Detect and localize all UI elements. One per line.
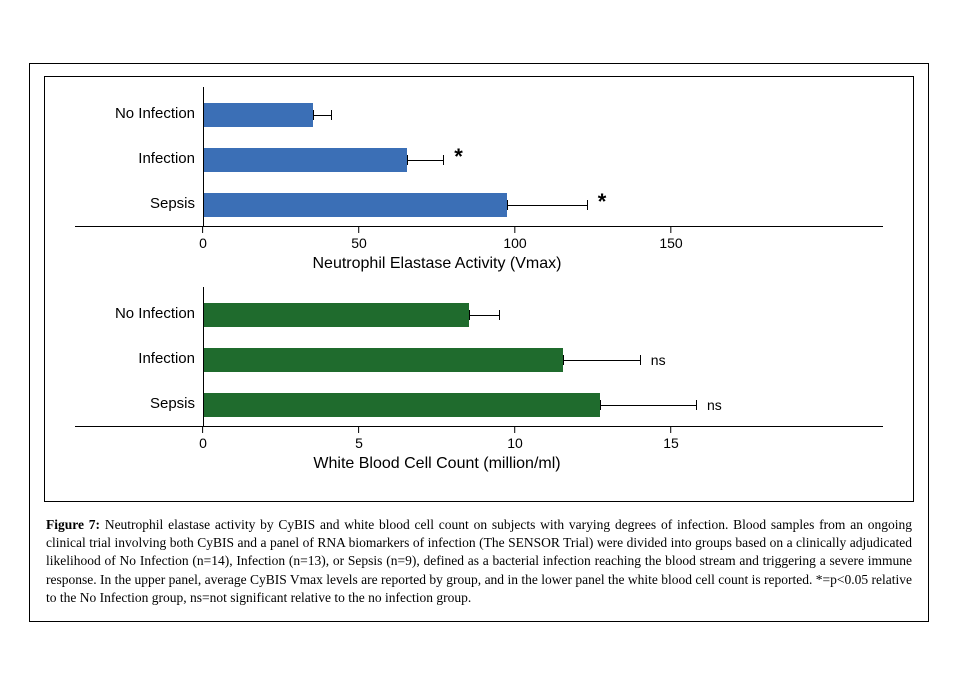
axis-tick-label: 100 bbox=[503, 235, 526, 251]
figure-caption: Figure 7: Neutrophil elastase activity b… bbox=[44, 512, 914, 609]
caption-text: Neutrophil elastase activity by CyBIS an… bbox=[46, 517, 912, 605]
bar bbox=[204, 303, 469, 327]
category-label: Sepsis bbox=[75, 195, 203, 212]
axis-tick: 15 bbox=[663, 427, 679, 451]
bar bbox=[204, 393, 600, 417]
x-axis-ticks-bottom: 051015 bbox=[203, 427, 671, 453]
error-bar bbox=[313, 115, 332, 116]
axis-tick: 50 bbox=[351, 227, 367, 251]
axis-tick-label: 0 bbox=[199, 435, 207, 451]
error-bar bbox=[600, 405, 697, 406]
wbc-chart: nsns No InfectionInfectionSepsis 051015 … bbox=[75, 287, 883, 473]
x-axis-ticks-top: 050100150 bbox=[203, 227, 671, 253]
neutrophil-elastase-chart: * * No Infection Infection Sepsis 0 50 100 150… bbox=[75, 87, 883, 273]
figure-container: ** No InfectionInfectionSepsis 050100150… bbox=[29, 63, 929, 622]
bar-row: * bbox=[204, 183, 672, 228]
axis-tick: 150 bbox=[659, 227, 682, 251]
bar-track bbox=[204, 383, 672, 428]
significance-star: * bbox=[454, 144, 463, 170]
bar bbox=[204, 348, 563, 372]
significance-star: * bbox=[598, 189, 607, 215]
charts-frame: ** No InfectionInfectionSepsis 050100150… bbox=[44, 76, 914, 502]
error-bar bbox=[407, 160, 444, 161]
bar-row: ns bbox=[204, 383, 672, 428]
axis-tick-label: 10 bbox=[507, 435, 523, 451]
axis-tick: 0 bbox=[199, 427, 207, 451]
bar bbox=[204, 103, 313, 127]
axis-tick: 0 bbox=[199, 227, 207, 251]
bar-row bbox=[204, 93, 672, 138]
category-label: Infection bbox=[75, 150, 203, 167]
error-bar bbox=[507, 205, 588, 206]
category-label: No Infection bbox=[75, 305, 203, 322]
bar bbox=[204, 193, 507, 217]
bar-track bbox=[204, 293, 672, 338]
bar-row: * bbox=[204, 138, 672, 183]
category-label: Sepsis bbox=[75, 395, 203, 412]
bar-track bbox=[204, 138, 672, 183]
axis-tick: 100 bbox=[503, 227, 526, 251]
category-label: Infection bbox=[75, 350, 203, 367]
axis-tick-label: 5 bbox=[355, 435, 363, 451]
axis-tick-label: 0 bbox=[199, 235, 207, 251]
bar bbox=[204, 148, 407, 172]
bar-row: ns bbox=[204, 338, 672, 383]
axis-tick-label: 50 bbox=[351, 235, 367, 251]
bar-track bbox=[204, 93, 672, 138]
caption-lead: Figure 7: bbox=[46, 517, 100, 532]
bar-row bbox=[204, 293, 672, 338]
x-axis-title-bottom: White Blood Cell Count (million/ml) bbox=[313, 455, 560, 472]
axis-tick: 5 bbox=[355, 427, 363, 451]
category-label: No Infection bbox=[75, 105, 203, 122]
error-bar bbox=[469, 315, 500, 316]
axis-tick-label: 150 bbox=[659, 235, 682, 251]
x-axis-title-top: Neutrophil Elastase Activity (Vmax) bbox=[313, 255, 562, 272]
axis-tick: 10 bbox=[507, 427, 523, 451]
error-bar bbox=[563, 360, 641, 361]
axis-tick-label: 15 bbox=[663, 435, 679, 451]
ns-label: ns bbox=[651, 352, 666, 368]
bar-track bbox=[204, 338, 672, 383]
ns-label: ns bbox=[707, 397, 722, 413]
